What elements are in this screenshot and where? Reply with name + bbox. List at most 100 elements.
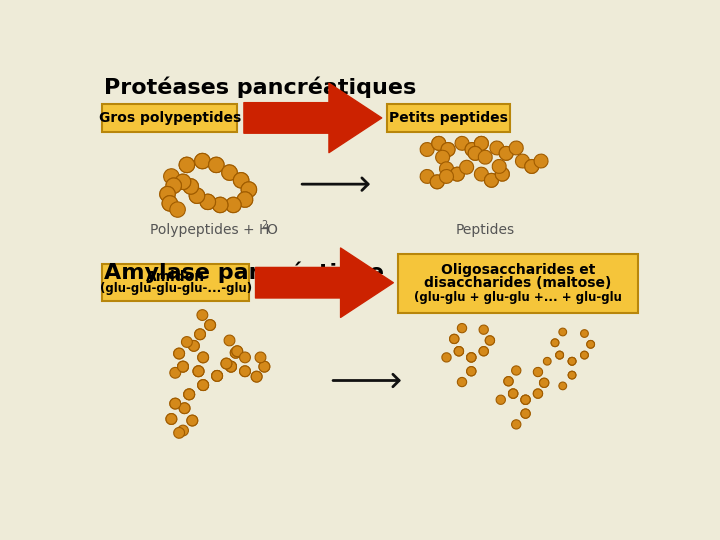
Ellipse shape [222,165,238,180]
Ellipse shape [479,325,488,334]
Ellipse shape [200,194,215,210]
Ellipse shape [187,415,198,426]
Ellipse shape [230,347,241,358]
Ellipse shape [183,179,199,194]
Ellipse shape [474,137,488,150]
Ellipse shape [495,167,509,181]
Ellipse shape [259,361,270,372]
Ellipse shape [521,409,530,419]
Ellipse shape [454,347,464,356]
Ellipse shape [193,366,204,376]
Ellipse shape [539,378,549,387]
Ellipse shape [233,173,249,188]
Text: O: O [266,222,278,237]
Ellipse shape [568,372,576,379]
Ellipse shape [568,357,576,365]
FancyBboxPatch shape [398,254,638,313]
Ellipse shape [200,194,215,210]
Ellipse shape [241,182,256,197]
Ellipse shape [467,353,476,362]
Ellipse shape [490,141,504,155]
Ellipse shape [240,366,251,376]
Ellipse shape [465,143,479,157]
Ellipse shape [181,336,192,347]
Ellipse shape [432,137,446,150]
Ellipse shape [198,380,209,390]
Ellipse shape [467,367,476,376]
Ellipse shape [420,143,434,157]
Ellipse shape [166,414,177,424]
Ellipse shape [221,358,232,369]
Ellipse shape [556,351,564,359]
Ellipse shape [512,420,521,429]
Ellipse shape [174,428,184,438]
Ellipse shape [212,197,228,213]
Ellipse shape [232,346,243,356]
Ellipse shape [162,195,178,211]
Ellipse shape [431,175,444,189]
Ellipse shape [454,347,464,356]
Text: Gros polypeptides: Gros polypeptides [99,111,241,125]
Ellipse shape [467,367,476,376]
Ellipse shape [255,352,266,363]
Ellipse shape [189,340,199,351]
Ellipse shape [174,348,184,359]
Ellipse shape [212,370,222,381]
Ellipse shape [479,347,488,356]
Ellipse shape [580,330,588,338]
Ellipse shape [238,192,253,207]
Ellipse shape [189,188,204,204]
Ellipse shape [179,403,190,414]
Ellipse shape [516,154,529,168]
Ellipse shape [184,389,194,400]
Ellipse shape [467,353,476,362]
Ellipse shape [198,380,209,390]
Ellipse shape [485,173,498,187]
Ellipse shape [521,395,530,404]
Ellipse shape [225,197,241,213]
Ellipse shape [184,389,194,400]
Ellipse shape [162,195,178,211]
Ellipse shape [508,389,518,398]
Ellipse shape [468,146,482,160]
Ellipse shape [551,339,559,347]
Ellipse shape [521,395,530,404]
Ellipse shape [170,398,181,409]
Ellipse shape [551,339,559,347]
Ellipse shape [539,378,549,387]
Text: Amylase pancréatique: Amylase pancréatique [104,261,384,282]
Ellipse shape [224,335,235,346]
Ellipse shape [222,165,238,180]
Text: Oligosaccharides et: Oligosaccharides et [441,262,595,276]
Ellipse shape [194,153,210,168]
Ellipse shape [251,372,262,382]
FancyBboxPatch shape [102,264,249,301]
Ellipse shape [439,170,454,184]
Ellipse shape [221,358,232,369]
Ellipse shape [580,351,588,359]
Ellipse shape [179,403,190,414]
Ellipse shape [198,380,209,390]
Ellipse shape [492,159,506,173]
Ellipse shape [194,153,210,169]
Ellipse shape [512,366,521,375]
Ellipse shape [454,347,464,356]
Ellipse shape [474,137,488,150]
Ellipse shape [178,425,189,436]
Ellipse shape [204,320,215,330]
Ellipse shape [559,382,567,390]
Ellipse shape [178,361,189,372]
Ellipse shape [504,377,513,386]
Ellipse shape [508,389,518,398]
Ellipse shape [193,366,204,376]
Ellipse shape [496,395,505,404]
Ellipse shape [436,150,449,164]
Ellipse shape [521,395,530,404]
Ellipse shape [442,353,451,362]
Ellipse shape [568,357,576,365]
Ellipse shape [189,340,199,351]
Ellipse shape [183,179,199,194]
Ellipse shape [544,357,551,365]
Ellipse shape [568,372,576,379]
Ellipse shape [478,150,492,164]
